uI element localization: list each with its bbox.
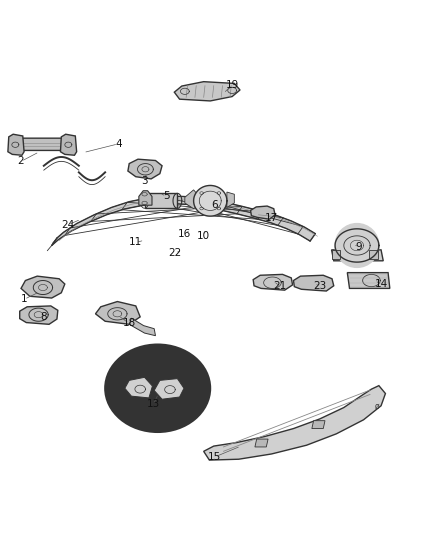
Polygon shape bbox=[347, 273, 390, 288]
Polygon shape bbox=[332, 250, 340, 260]
Text: 3: 3 bbox=[141, 176, 148, 186]
Text: 21: 21 bbox=[274, 281, 287, 291]
Text: 18: 18 bbox=[123, 318, 136, 328]
Polygon shape bbox=[129, 318, 155, 336]
Text: 4: 4 bbox=[115, 139, 122, 149]
Ellipse shape bbox=[105, 344, 210, 432]
Polygon shape bbox=[253, 274, 293, 290]
Polygon shape bbox=[145, 193, 177, 208]
Text: 9: 9 bbox=[356, 242, 363, 252]
Polygon shape bbox=[139, 191, 152, 205]
Text: 15: 15 bbox=[208, 452, 221, 462]
Polygon shape bbox=[95, 302, 140, 324]
Polygon shape bbox=[52, 197, 212, 246]
Polygon shape bbox=[255, 439, 268, 447]
Polygon shape bbox=[128, 159, 162, 179]
Polygon shape bbox=[125, 377, 152, 398]
Text: 5: 5 bbox=[163, 191, 170, 201]
Polygon shape bbox=[207, 199, 315, 241]
Text: 10: 10 bbox=[197, 231, 210, 241]
Polygon shape bbox=[13, 138, 72, 150]
Text: 24: 24 bbox=[61, 220, 74, 230]
Text: 23: 23 bbox=[313, 281, 326, 291]
Polygon shape bbox=[8, 134, 24, 155]
Polygon shape bbox=[60, 134, 77, 155]
Polygon shape bbox=[20, 306, 58, 324]
Polygon shape bbox=[204, 386, 385, 460]
Circle shape bbox=[195, 185, 226, 216]
Text: 17: 17 bbox=[265, 213, 278, 223]
Text: ø: ø bbox=[375, 401, 380, 410]
Polygon shape bbox=[21, 276, 65, 298]
Text: 8: 8 bbox=[40, 312, 47, 322]
Text: 13: 13 bbox=[147, 399, 160, 409]
Circle shape bbox=[335, 223, 379, 268]
Polygon shape bbox=[251, 206, 275, 219]
Text: 14: 14 bbox=[374, 279, 388, 289]
Polygon shape bbox=[369, 250, 378, 260]
Text: 16: 16 bbox=[177, 229, 191, 239]
Polygon shape bbox=[185, 190, 199, 209]
Polygon shape bbox=[312, 421, 325, 429]
Text: 22: 22 bbox=[169, 248, 182, 259]
Text: 6: 6 bbox=[211, 200, 218, 210]
Text: 11: 11 bbox=[129, 237, 142, 247]
Polygon shape bbox=[154, 378, 184, 399]
Polygon shape bbox=[227, 192, 234, 207]
Polygon shape bbox=[293, 275, 334, 291]
Polygon shape bbox=[174, 82, 240, 101]
Polygon shape bbox=[332, 250, 383, 261]
Text: 1: 1 bbox=[21, 294, 28, 304]
Text: 2: 2 bbox=[18, 156, 25, 166]
Text: 19: 19 bbox=[226, 80, 239, 90]
